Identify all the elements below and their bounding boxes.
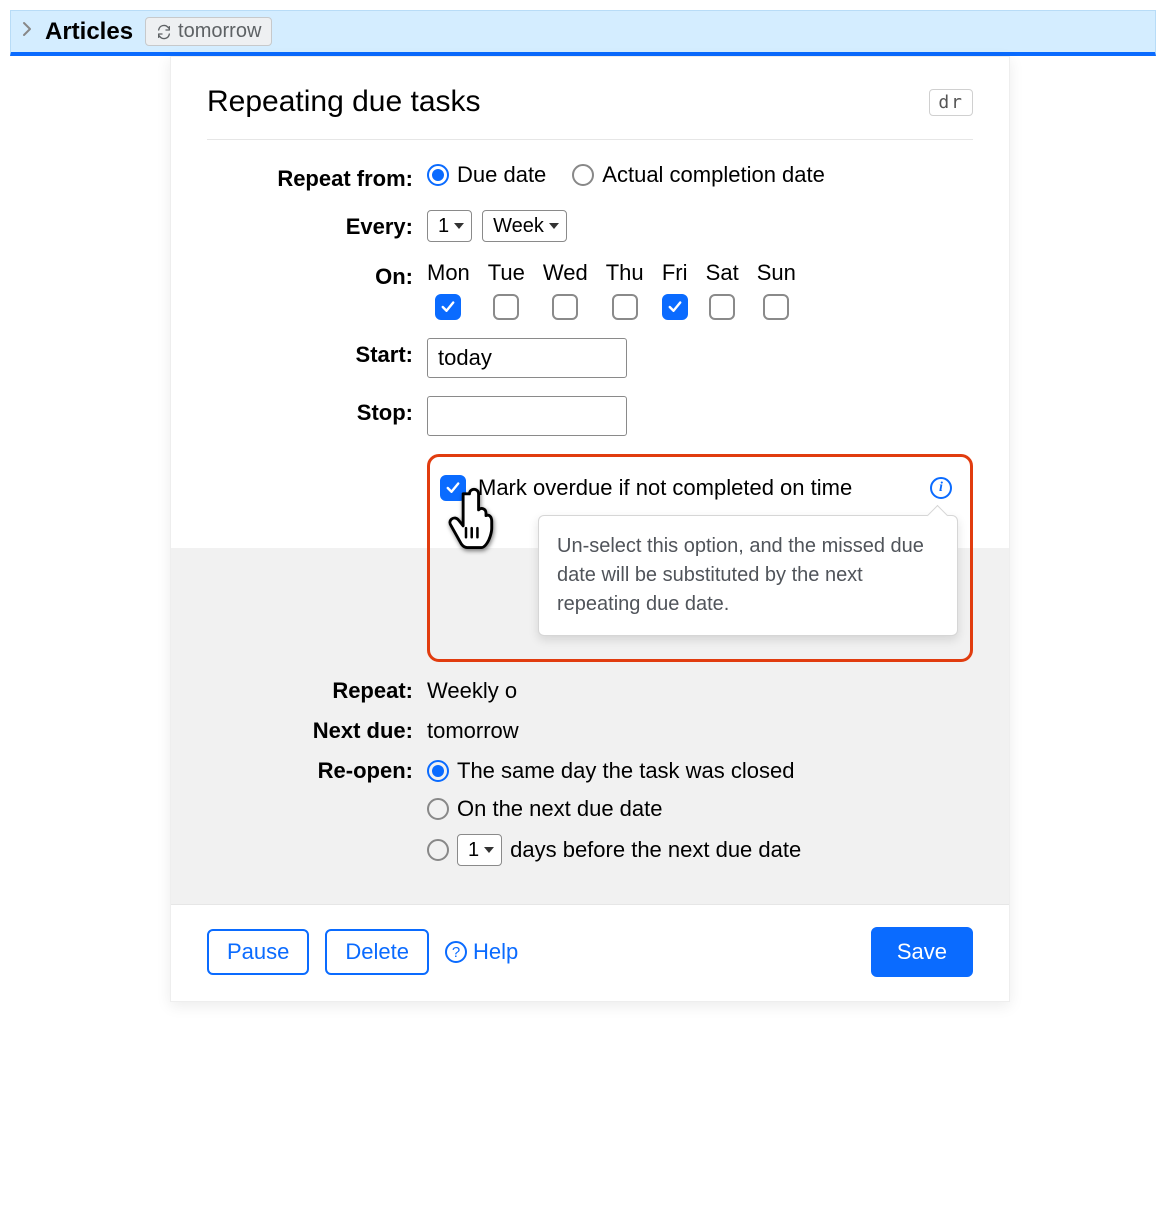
day-label: Thu [606, 260, 644, 286]
reopen-label-after: days before the next due date [510, 837, 801, 863]
label-every: Every: [207, 210, 427, 240]
row-start: Start: today [207, 338, 973, 378]
task-header: Articles tomorrow [10, 10, 1156, 56]
due-pill[interactable]: tomorrow [145, 17, 272, 46]
day-label: Sun [757, 260, 796, 286]
select-reopen-days[interactable]: 1 [457, 834, 502, 866]
radio-label: Actual completion date [602, 162, 825, 188]
day-checkbox-thu[interactable] [612, 294, 638, 320]
day-label: Tue [488, 260, 525, 286]
row-next-due: Next due: tomorrow [207, 718, 973, 744]
label-next-due: Next due: [207, 718, 427, 744]
pause-button[interactable]: Pause [207, 929, 309, 975]
day-col-sat: Sat [706, 260, 739, 320]
overdue-label: Mark overdue if not completed on time [478, 475, 918, 501]
radio-icon [427, 164, 449, 186]
info-icon[interactable]: i [930, 477, 952, 499]
task-title[interactable]: Articles [45, 18, 133, 46]
day-col-sun: Sun [757, 260, 796, 320]
day-checkbox-sat[interactable] [709, 294, 735, 320]
chevron-right-icon[interactable] [21, 21, 33, 42]
reopen-option-1[interactable]: On the next due date [427, 796, 801, 822]
day-col-tue: Tue [488, 260, 525, 320]
shortcut-hint: dr [929, 89, 973, 116]
label-stop: Stop: [207, 396, 427, 426]
label-reopen: Re-open: [207, 758, 427, 784]
value-next-due: tomorrow [427, 718, 519, 744]
day-label: Sat [706, 260, 739, 286]
overdue-tooltip: Un-select this option, and the missed du… [538, 515, 958, 636]
label-repeat-from: Repeat from: [207, 162, 427, 192]
day-label: Fri [662, 260, 688, 286]
row-repeat-from: Repeat from: Due date Actual completion … [207, 162, 973, 192]
select-every-unit[interactable]: Week [482, 210, 567, 242]
panel-footer: Pause Delete ? Help Save [207, 905, 973, 977]
day-checkbox-wed[interactable] [552, 294, 578, 320]
help-icon: ? [445, 941, 467, 963]
radio-icon [572, 164, 594, 186]
day-checkbox-tue[interactable] [493, 294, 519, 320]
day-col-thu: Thu [606, 260, 644, 320]
radio-icon [427, 839, 449, 861]
row-every: Every: 1 Week [207, 210, 973, 242]
row-on: On: Mon Tue Wed Thu Fri Sat Sun [207, 260, 973, 320]
row-reopen: Re-open: The same day the task was close… [207, 758, 973, 866]
row-stop: Stop: [207, 396, 973, 436]
panel-title: Repeating due tasks [207, 85, 481, 119]
save-button[interactable]: Save [871, 927, 973, 977]
cursor-hand-icon [446, 487, 502, 551]
select-every-count[interactable]: 1 [427, 210, 472, 242]
radio-label: Due date [457, 162, 546, 188]
day-checkbox-fri[interactable] [662, 294, 688, 320]
day-label: Mon [427, 260, 470, 286]
day-label: Wed [543, 260, 588, 286]
radio-icon [427, 760, 449, 782]
label-on: On: [207, 260, 427, 290]
day-col-fri: Fri [662, 260, 688, 320]
radio-icon [427, 798, 449, 820]
label-start: Start: [207, 338, 427, 368]
day-col-mon: Mon [427, 260, 470, 320]
help-link[interactable]: ? Help [445, 939, 518, 965]
radio-actual-completion[interactable]: Actual completion date [572, 162, 825, 188]
day-checkbox-sun[interactable] [763, 294, 789, 320]
input-start[interactable]: today [427, 338, 627, 378]
panel-header: Repeating due tasks dr [207, 85, 973, 140]
day-checkbox-mon[interactable] [435, 294, 461, 320]
repeat-icon [156, 24, 172, 40]
overdue-highlight: Mark overdue if not completed on time i … [427, 454, 973, 662]
reopen-label: On the next due date [457, 796, 663, 822]
day-col-wed: Wed [543, 260, 588, 320]
input-stop[interactable] [427, 396, 627, 436]
reopen-option-0[interactable]: The same day the task was closed [427, 758, 801, 784]
row-repeat-summary: Repeat: Weekly o [207, 678, 973, 704]
reopen-option-2[interactable]: 1 days before the next due date [427, 834, 801, 866]
due-pill-label: tomorrow [178, 20, 261, 43]
label-repeat: Repeat: [207, 678, 427, 704]
radio-due-date[interactable]: Due date [427, 162, 546, 188]
reopen-label: The same day the task was closed [457, 758, 795, 784]
repeat-panel: Repeating due tasks dr Repeat from: Due … [170, 56, 1010, 1002]
delete-button[interactable]: Delete [325, 929, 429, 975]
value-repeat: Weekly o [427, 678, 517, 704]
